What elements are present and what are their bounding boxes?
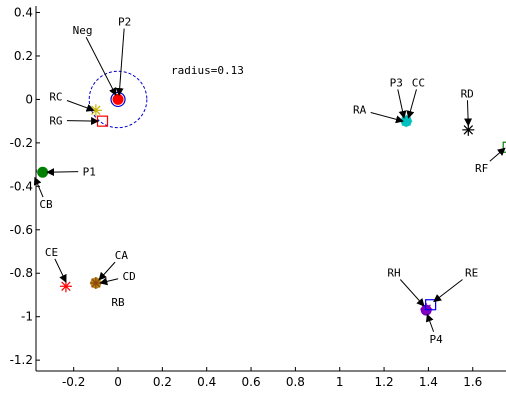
arrow-rc [66, 100, 95, 112]
label-p2: P2 [118, 16, 131, 29]
arrow-cc [406, 89, 417, 119]
radius-annotation: radius=0.13 [171, 64, 244, 77]
arrow-p4 [425, 313, 435, 332]
label-rf: RF [475, 162, 488, 175]
plot-area [36, 6, 506, 371]
arrow-ca [98, 261, 116, 281]
point-ce [59, 280, 72, 293]
x-tick-label: 1 [336, 375, 344, 389]
arrow-p1 [46, 168, 79, 177]
x-tick-label: 0.6 [242, 375, 261, 389]
y-tick-label: 0.2 [14, 49, 33, 63]
label-p3: P3 [390, 76, 403, 89]
point-cb [36, 167, 38, 175]
y-tick-label: -1.2 [10, 353, 33, 367]
arrow-rf [489, 147, 506, 162]
label-ce: CE [45, 246, 58, 259]
point-rd [462, 123, 475, 136]
y-tick-label: 0.4 [14, 6, 33, 20]
x-tick-label: 0.8 [286, 375, 305, 389]
label-neg: Neg [73, 24, 93, 37]
point-cd [89, 277, 102, 290]
label-cd: CD [122, 270, 135, 283]
point-p1 [37, 166, 49, 178]
y-tick-label: -0.2 [10, 136, 33, 150]
label-rd: RD [461, 87, 474, 100]
x-tick-label: 0 [114, 375, 122, 389]
label-re: RE [465, 266, 478, 279]
y-tick-label: -1 [21, 310, 33, 324]
arrow-rg [66, 117, 100, 126]
label-rc: RC [49, 91, 62, 104]
axes: -0.2 0 0.2 0.4 0.6 0.8 1 1.2 1.4 1.6 0.4 0.2 0 -0.2 -0… [10, 6, 506, 389]
x-tick-label: 0.2 [153, 375, 172, 389]
y-tick-label: -0.8 [10, 266, 33, 280]
annotations: P2 Neg RC RG P1 CB P3 CC RA RD RF CE CA CD RB RH RE P4 [33, 16, 506, 346]
label-rg: RG [49, 114, 62, 127]
point-re [425, 299, 437, 311]
point-rf [502, 141, 506, 153]
y-tick-label: -0.6 [10, 223, 33, 237]
arrow-p3 [397, 89, 407, 119]
arrow-rh [399, 279, 425, 307]
radius-circle [88, 70, 148, 129]
label-p1: P1 [83, 165, 96, 178]
y-tick-label: 0 [25, 92, 33, 106]
label-cc: CC [412, 76, 425, 89]
x-tick-label: -0.2 [62, 375, 85, 389]
label-ca: CA [115, 249, 129, 262]
arrow-p2 [115, 28, 125, 97]
arrow-neg [85, 37, 117, 96]
x-tick-label: 1.4 [419, 375, 438, 389]
arrow-ce [54, 258, 67, 283]
arrow-ra [370, 112, 404, 124]
y-tick-label: -0.4 [10, 179, 33, 193]
arrow-rd [464, 100, 473, 127]
label-rh: RH [387, 266, 400, 279]
point-p2 [112, 93, 124, 105]
x-tick-label: 1.2 [375, 375, 394, 389]
point-rc [89, 104, 102, 117]
label-p4: P4 [430, 333, 444, 346]
label-rb: RB [111, 296, 125, 309]
label-cb: CB [39, 198, 53, 211]
x-tick-label: 0.4 [197, 375, 216, 389]
arrow-cd [99, 277, 119, 286]
arrow-cb [33, 176, 44, 198]
arrow-re [433, 279, 463, 303]
x-tick-label: 1.6 [463, 375, 482, 389]
label-ra: RA [353, 104, 367, 117]
